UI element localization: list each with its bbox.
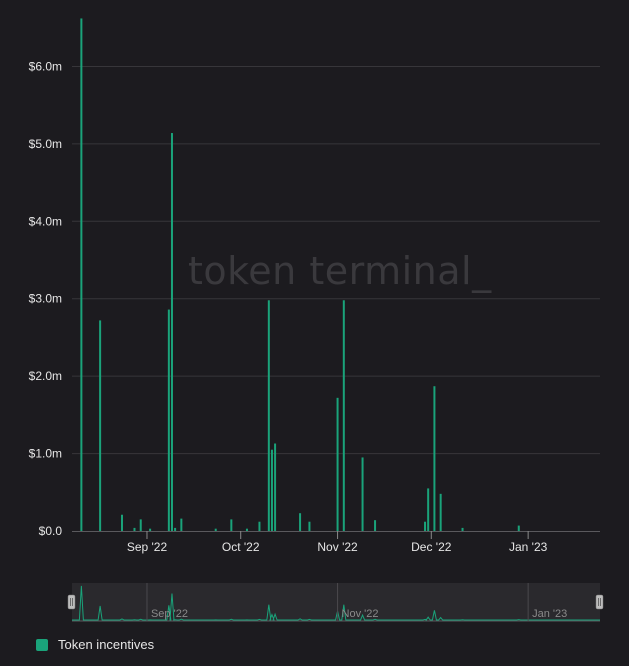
navigator-left-handle[interactable]: [67, 594, 76, 610]
legend-swatch: [36, 638, 48, 651]
bar: [258, 521, 261, 531]
bar: [433, 386, 436, 531]
y-tick-label: $0.0: [39, 524, 63, 538]
navigator-tick-label: Sep '22: [151, 608, 188, 620]
bar: [342, 300, 345, 531]
bar: [167, 309, 170, 531]
x-tick-label: Sep '22: [127, 540, 168, 554]
legend-label: Token incentives: [58, 637, 155, 652]
y-axis-ticks: $0.0 $1.0m $2.0m $3.0m $4.0m $5.0m $6.0m: [29, 59, 63, 538]
bar: [180, 518, 183, 531]
bar: [424, 521, 427, 531]
y-tick-label: $4.0m: [29, 214, 62, 228]
bar: [274, 443, 277, 531]
bar: [139, 519, 142, 531]
navigator-background: [72, 583, 600, 621]
range-navigator[interactable]: Sep '22 Nov '22 Jan '23: [67, 583, 604, 622]
bar: [270, 449, 273, 531]
bar: [427, 488, 430, 531]
y-tick-label: $5.0m: [29, 137, 62, 151]
y-tick-label: $3.0m: [29, 292, 62, 306]
navigator-tick-label: Jan '23: [532, 608, 567, 620]
x-tick-label: Nov '22: [317, 540, 358, 554]
bar: [99, 320, 102, 531]
navigator-series: [72, 585, 600, 621]
x-tick-label: Dec '22: [411, 540, 452, 554]
x-tick-label: Jan '23: [509, 540, 548, 554]
bar: [461, 527, 464, 531]
bar: [299, 513, 302, 531]
bar: [80, 18, 83, 531]
bar: [214, 528, 217, 531]
bar: [245, 528, 248, 531]
bar: [230, 519, 233, 531]
watermark: token terminal_: [188, 249, 492, 293]
x-tick-label: Oct '22: [222, 540, 260, 554]
bar: [336, 397, 339, 531]
y-tick-label: $2.0m: [29, 369, 62, 383]
x-axis: Sep '22 Oct '22 Nov '22 Dec '22 Jan '23: [72, 531, 600, 554]
bar: [267, 300, 270, 531]
bar: [170, 133, 173, 531]
bar: [308, 521, 311, 531]
navigator-tick-label: Nov '22: [342, 608, 379, 620]
bar: [439, 493, 442, 531]
bar: [374, 520, 377, 531]
bar: [133, 527, 136, 531]
bar: [517, 525, 520, 531]
legend[interactable]: Token incentives: [36, 637, 154, 652]
grid-lines: [72, 65, 600, 455]
navigator-right-handle[interactable]: [595, 594, 604, 610]
bar: [361, 457, 364, 531]
y-tick-label: $1.0m: [29, 447, 62, 461]
bars: [80, 18, 520, 531]
y-tick-label: $6.0m: [29, 59, 62, 73]
bar: [149, 528, 152, 531]
bar: [120, 514, 123, 531]
bar: [174, 527, 177, 531]
